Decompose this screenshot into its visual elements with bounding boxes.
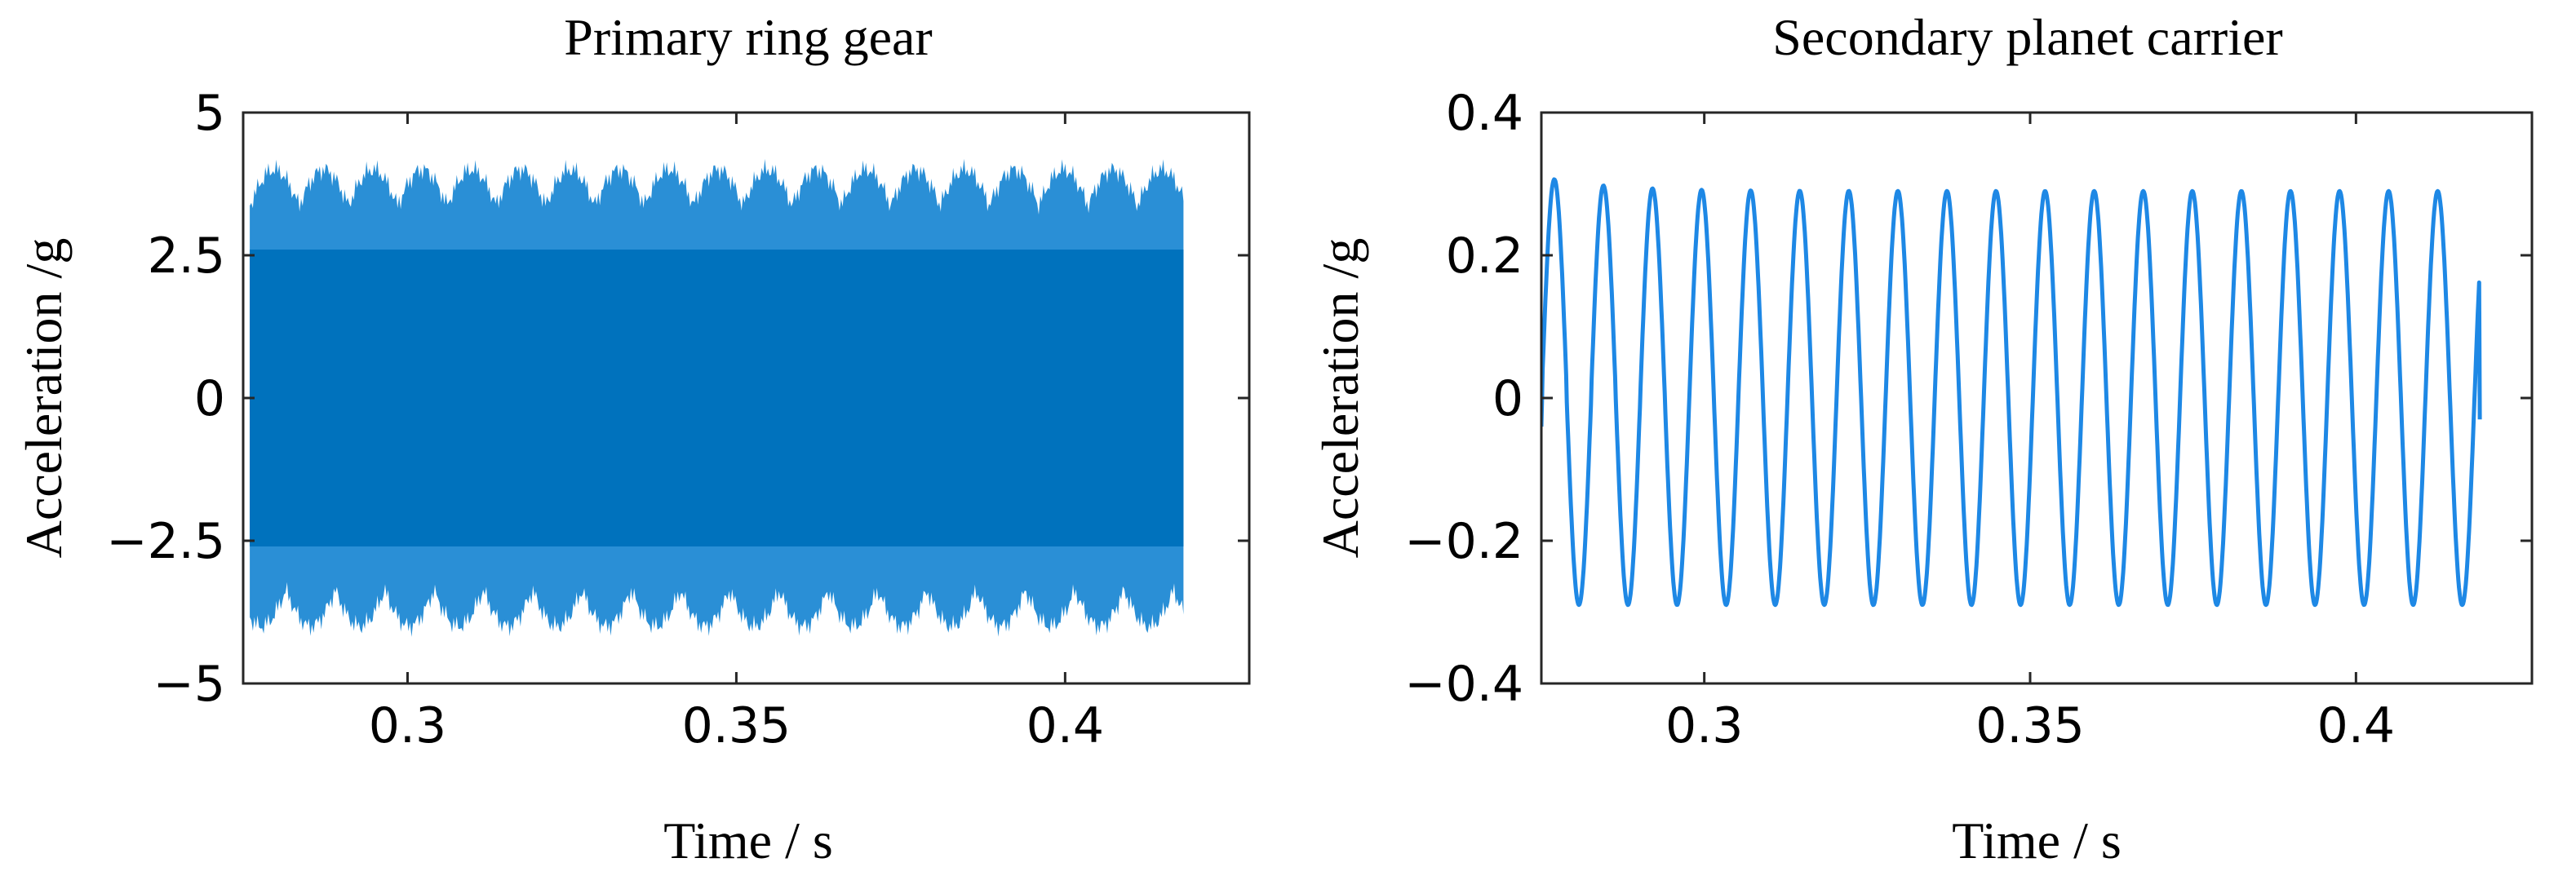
plot-area bbox=[242, 111, 1251, 685]
y-tick-label: 0 bbox=[194, 370, 225, 427]
chart-secondary-planet-carrier: Secondary planet carrier 0.3 0.35 0.4 0.40… bbox=[1311, 8, 2534, 869]
y-tick-label: −2.5 bbox=[106, 513, 225, 570]
chart-title: Secondary planet carrier bbox=[1772, 8, 2282, 66]
chart-title: Primary ring gear bbox=[564, 8, 932, 66]
x-axis-ticks: 0.3 0.35 0.4 bbox=[369, 113, 1104, 754]
y-tick-label: 2.5 bbox=[148, 228, 225, 285]
y-axis-label: Acceleration /g bbox=[15, 238, 73, 559]
chart-primary-ring-gear: Primary ring gear 0.3 0.35 0.4 5 2.5 0 −2.5 −5… bbox=[15, 8, 1251, 869]
plot-area bbox=[1540, 111, 2534, 685]
x-tick-label: 0.4 bbox=[2317, 697, 2395, 754]
series-line bbox=[250, 158, 1184, 637]
x-tick-label: 0.3 bbox=[369, 697, 446, 754]
x-axis-label: Time / s bbox=[663, 812, 833, 869]
y-tick-label: −0.4 bbox=[1404, 656, 1523, 713]
series-line-path bbox=[1541, 177, 2482, 608]
y-tick-label: −5 bbox=[153, 656, 225, 713]
x-tick-label: 0.3 bbox=[1665, 697, 1743, 754]
series-line bbox=[1541, 177, 2482, 608]
x-axis-ticks: 0.3 0.35 0.4 bbox=[1665, 113, 2395, 754]
x-tick-label: 0.4 bbox=[1026, 697, 1104, 754]
y-tick-label: 0 bbox=[1492, 370, 1523, 427]
y-tick-label: 0.4 bbox=[1446, 85, 1523, 142]
y-tick-label: 5 bbox=[194, 85, 225, 142]
x-axis-label: Time / s bbox=[1952, 812, 2122, 869]
y-axis-label: Acceleration /g bbox=[1311, 238, 1369, 559]
y-tick-label: 0.2 bbox=[1446, 228, 1523, 285]
y-tick-label: −0.2 bbox=[1404, 513, 1523, 570]
x-tick-label: 0.35 bbox=[1975, 697, 2085, 754]
x-tick-label: 0.35 bbox=[682, 697, 791, 754]
series-core bbox=[250, 250, 1184, 546]
y-axis-ticks: 5 2.5 0 −2.5 −5 bbox=[106, 85, 1249, 713]
y-axis-ticks: 0.4 0.2 0 −0.2 −0.4 bbox=[1404, 85, 2532, 713]
